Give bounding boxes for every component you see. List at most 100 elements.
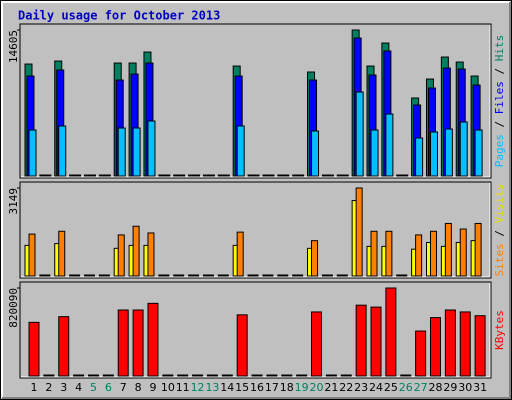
bar [43, 274, 51, 277]
panel-bevel [21, 25, 491, 178]
x-tick-label: 5 [90, 381, 97, 394]
panel [19, 281, 492, 379]
x-tick-label: 30 [458, 381, 472, 394]
bar [415, 234, 423, 277]
bar [355, 187, 363, 277]
legend-entry: Pages [493, 134, 506, 167]
bar [281, 174, 290, 177]
bar [311, 240, 319, 277]
y-tick-label: 3149 [7, 188, 20, 215]
bar [444, 309, 456, 377]
y-tick-label: 14605 [7, 30, 20, 63]
legend-entry: Visits [493, 184, 506, 224]
x-tick-label: 21 [324, 381, 338, 394]
bar [192, 174, 201, 177]
x-tick-label: 26 [399, 381, 413, 394]
x-tick-label: 1 [31, 381, 38, 394]
bar [102, 274, 110, 277]
bar [236, 314, 248, 377]
x-tick-label: 23 [354, 381, 368, 394]
bar [474, 315, 486, 377]
x-tick-label: 15 [235, 381, 249, 394]
bar [206, 274, 214, 277]
bar [192, 374, 204, 377]
legend-entry: Hits [493, 35, 506, 62]
bar [58, 316, 70, 377]
x-tick-label: 14 [220, 381, 234, 394]
bar [43, 374, 55, 377]
x-tick-label: 25 [384, 381, 398, 394]
bar [147, 302, 159, 377]
legend-separator: / [493, 114, 506, 134]
x-tick-label: 24 [369, 381, 383, 394]
bar [177, 274, 185, 277]
bar [325, 174, 334, 177]
bar [236, 125, 245, 177]
legend-entry: Sites [493, 243, 506, 276]
bar [385, 230, 393, 277]
bar [221, 374, 233, 377]
bar [147, 120, 156, 177]
bar [177, 174, 186, 177]
x-tick-label: 7 [120, 381, 127, 394]
bar [355, 91, 364, 177]
bar [266, 274, 274, 277]
bar [400, 374, 412, 377]
x-tick-label: 18 [280, 381, 294, 394]
y-tick-label: 820090 [7, 288, 20, 328]
legend-separator: / [493, 61, 506, 81]
bar [459, 311, 471, 377]
bar [370, 230, 378, 277]
bar [429, 131, 438, 177]
bar [162, 374, 174, 377]
bar [192, 274, 200, 277]
panel-bevel [21, 183, 491, 278]
x-tick-label: 19 [295, 381, 309, 394]
bar [459, 228, 467, 277]
legend-entry: Files [493, 81, 506, 114]
legend: Sites / Visits [493, 184, 506, 277]
bar [281, 274, 289, 277]
bar [296, 374, 308, 377]
bar [236, 231, 244, 277]
bar [325, 374, 337, 377]
x-tick-label: 20 [310, 381, 324, 394]
legend-entry: KBytes [493, 310, 506, 350]
x-tick-label: 28 [428, 381, 442, 394]
bar [177, 374, 189, 377]
bar [370, 306, 382, 377]
bar [87, 374, 99, 377]
x-tick-label: 27 [414, 381, 428, 394]
bar [340, 374, 352, 377]
chart-title: Daily usage for October 2013 [18, 9, 220, 23]
bar [117, 127, 126, 177]
panel-bevel [21, 283, 491, 378]
bar [355, 304, 367, 377]
bar [117, 309, 129, 377]
x-tick-label: 10 [161, 381, 175, 394]
x-tick-label: 22 [339, 381, 353, 394]
bar [311, 130, 320, 177]
x-tick-label: 13 [205, 381, 219, 394]
x-tick-label: 6 [105, 381, 112, 394]
bar [385, 113, 394, 177]
legend-separator: / [493, 223, 506, 243]
x-tick-label: 17 [265, 381, 279, 394]
bar [444, 128, 453, 177]
bar [429, 230, 437, 277]
bar [415, 137, 424, 177]
bar [162, 174, 171, 177]
bar [102, 174, 111, 177]
x-tick-label: 11 [176, 381, 190, 394]
x-tick-label: 29 [443, 381, 457, 394]
bar [28, 129, 37, 177]
legend: Pages / Files / Hits [493, 35, 506, 168]
bar [221, 174, 230, 177]
bar [429, 317, 441, 377]
bar [87, 174, 96, 177]
bar [132, 127, 141, 177]
x-tick-label: 16 [250, 381, 264, 394]
bar [400, 174, 409, 177]
